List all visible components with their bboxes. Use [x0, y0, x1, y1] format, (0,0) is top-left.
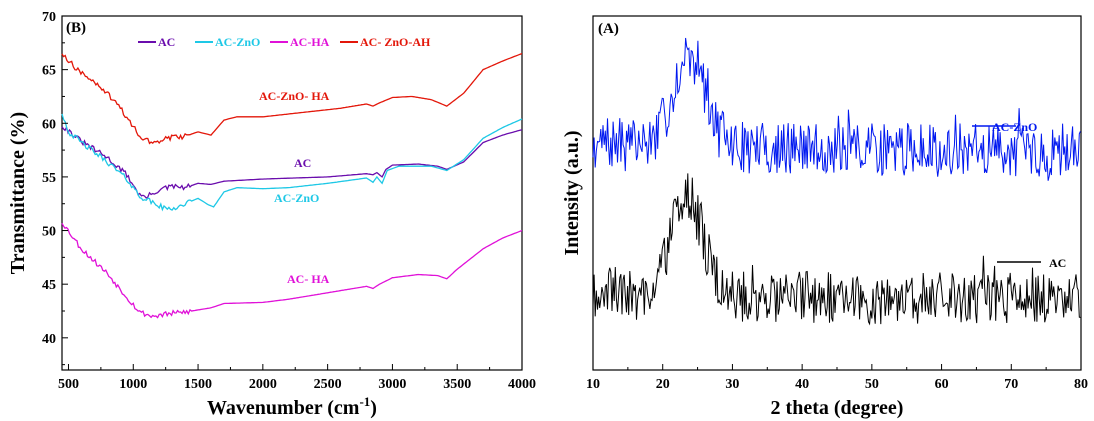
xrd-series-line-2 — [592, 173, 1081, 326]
ftir-x-tick-label: 1000 — [119, 377, 147, 392]
ftir-x-tick-label: 500 — [58, 377, 79, 392]
xrd-x-tick-label: 80 — [1074, 377, 1088, 392]
ftir-y-tick-label: 65 — [42, 64, 56, 79]
ftir-chart: 500 1000 1500 2000 2500 3000 3500 4000 40 45 50 55 6… — [7, 10, 536, 419]
ftir-legend-entry-1: AC — [158, 35, 175, 49]
ftir-y-tick-label: 45 — [42, 278, 56, 293]
ftir-series-line-2 — [61, 113, 523, 212]
xrd-x-tick-label: 20 — [656, 377, 670, 392]
ftir-y-tick-label: 50 — [42, 225, 56, 240]
xrd-x-axis-label: 2 theta (degree) — [771, 397, 904, 419]
ftir-annotation-4: AC-ZnO- HA — [259, 89, 330, 103]
ftir-x-axis-label-superscript: -1 — [359, 394, 370, 409]
xrd-legend: AC-ZnO AC — [972, 120, 1066, 270]
xrd-y-axis-label: Intensity (a.u.) — [561, 130, 583, 255]
ftir-ticks-layer: 500 1000 1500 2000 2500 3000 3500 4000 40 45 50 55 6… — [42, 10, 536, 392]
ftir-series-line-4 — [61, 52, 523, 145]
ftir-series-layer — [61, 52, 523, 319]
ftir-y-axis-label: Transmittance (%) — [7, 112, 29, 274]
ftir-legend: AC AC-ZnO AC-HA AC- ZnO-AH — [138, 35, 431, 49]
ftir-x-axis-label: Wavenumber (cm-1) — [207, 394, 377, 419]
xrd-legend-entry-1: AC-ZnO — [992, 120, 1037, 134]
ftir-series-line-3 — [61, 223, 523, 319]
ftir-annotation-3: AC- HA — [287, 272, 330, 286]
ftir-annotation-1: AC — [294, 156, 311, 170]
ftir-annotations: AC AC-ZnO AC- HA AC-ZnO- HA — [259, 89, 330, 286]
ftir-y-tick-label: 60 — [42, 117, 56, 132]
xrd-x-tick-label: 10 — [586, 377, 600, 392]
xrd-x-tick-label: 30 — [725, 377, 739, 392]
xrd-series-line-1 — [592, 37, 1081, 181]
xrd-series-layer — [592, 37, 1081, 326]
ftir-legend-entry-4: AC- ZnO-AH — [360, 35, 431, 49]
ftir-x-tick-label: 3500 — [443, 377, 471, 392]
ftir-legend-entry-2: AC-ZnO — [215, 35, 260, 49]
ftir-legend-entry-3: AC-HA — [290, 35, 330, 49]
xrd-x-tick-label: 60 — [935, 377, 949, 392]
xrd-legend-entry-2: AC — [1049, 256, 1066, 270]
xrd-chart: 10 20 30 40 50 60 70 80 (A) Intensity (a.u.) 2 … — [561, 15, 1088, 419]
ftir-x-axis-label-end: ) — [370, 397, 377, 419]
ftir-x-tick-label: 2500 — [314, 377, 342, 392]
xrd-ticks-layer: 10 20 30 40 50 60 70 80 — [586, 364, 1088, 392]
ftir-x-axis-label-main: Wavenumber (cm — [207, 397, 360, 419]
ftir-x-tick-label: 4000 — [508, 377, 536, 392]
xrd-x-tick-label: 70 — [1004, 377, 1018, 392]
ftir-x-tick-label: 3000 — [378, 377, 406, 392]
ftir-plot-frame — [61, 15, 523, 371]
xrd-panel-label: (A) — [598, 21, 619, 37]
ftir-panel-label: (B) — [66, 20, 86, 36]
ftir-y-tick-label: 70 — [42, 10, 56, 25]
xrd-x-tick-label: 50 — [865, 377, 879, 392]
xrd-x-tick-label: 40 — [795, 377, 809, 392]
ftir-annotation-2: AC-ZnO — [274, 191, 319, 205]
ftir-y-tick-label: 55 — [42, 171, 56, 186]
xrd-plot-frame — [592, 15, 1082, 371]
ftir-x-tick-label: 2000 — [249, 377, 277, 392]
ftir-x-tick-label: 1500 — [184, 377, 212, 392]
ftir-y-tick-label: 40 — [42, 332, 56, 347]
